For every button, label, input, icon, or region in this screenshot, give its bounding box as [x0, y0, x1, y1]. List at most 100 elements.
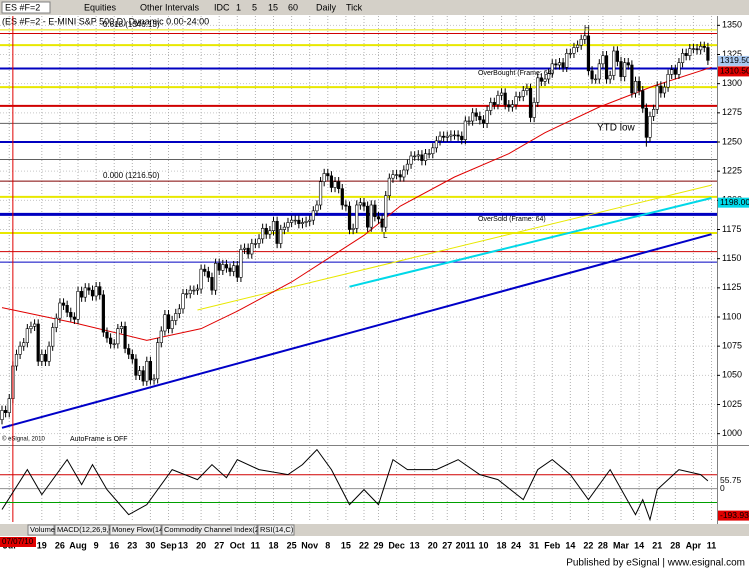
annotation: OverSold (Frame: 64)	[478, 216, 546, 223]
candle-body	[373, 204, 377, 217]
candle-body	[366, 205, 370, 228]
toolbar-item[interactable]: Other Intervals	[140, 2, 200, 12]
level-label: 0.618 (1346.13)	[103, 20, 160, 29]
candle-body	[40, 354, 44, 362]
toolbar-item[interactable]: 1	[236, 2, 241, 12]
candle-body	[163, 314, 167, 332]
x-tick-label: 20	[196, 540, 206, 550]
candle-body	[232, 265, 236, 272]
candle-body	[644, 107, 648, 138]
toolbar-item[interactable]: 60	[288, 2, 298, 12]
candle-body	[289, 219, 294, 223]
candle-body	[318, 181, 323, 206]
candle-body	[174, 313, 178, 321]
candle-body	[456, 134, 460, 137]
indicator-tab-label[interactable]: Volume	[30, 525, 55, 534]
cci-marker-label: 55.75	[720, 475, 742, 485]
candle-body	[431, 147, 435, 154]
y-tick-label: 1325	[722, 49, 742, 59]
candle-body	[119, 326, 124, 329]
candle-body	[543, 78, 547, 82]
toolbar-item[interactable]: Tick	[346, 2, 363, 12]
indicator-tab[interactable]	[54, 524, 110, 536]
footer-bar	[0, 556, 749, 570]
indicator-tab[interactable]	[27, 524, 55, 536]
candle-body	[510, 104, 515, 108]
indicator-tab[interactable]	[109, 524, 162, 536]
toolbar-item[interactable]: IDC	[214, 2, 230, 12]
candle-body	[575, 44, 580, 48]
candle-body	[691, 48, 696, 50]
candle-body	[105, 331, 109, 339]
indicator-tab-label[interactable]: Money Flow(14)	[112, 525, 166, 534]
candle-body	[54, 317, 58, 328]
indicator-tab[interactable]	[257, 524, 295, 536]
candle-body	[489, 102, 493, 111]
candle-body	[633, 81, 638, 94]
candle-body	[434, 140, 439, 149]
candle-body	[699, 46, 703, 51]
y-tick-label: 1050	[722, 370, 742, 380]
candle-body	[619, 61, 623, 77]
moving-average	[1, 66, 712, 341]
date-axis	[0, 536, 749, 556]
candle-body	[228, 267, 232, 272]
candle-body	[525, 88, 529, 91]
candle-body	[199, 268, 203, 290]
candle-body	[109, 337, 113, 345]
x-tick-label: 19	[37, 540, 47, 550]
x-tick-label: Aug	[69, 540, 87, 550]
candle-body	[315, 204, 319, 212]
candle-body	[166, 314, 171, 329]
candle-body	[246, 247, 250, 255]
candle-body	[112, 343, 116, 345]
candle-body	[83, 287, 87, 298]
candle-body	[384, 195, 388, 228]
candle-body	[362, 202, 366, 207]
toolbar-item[interactable]: 5	[252, 2, 257, 12]
toolbar	[0, 0, 749, 15]
x-tick-label: 31	[529, 540, 539, 550]
y-tick-label: 1275	[722, 107, 742, 117]
price-marker-label: 1198.00	[720, 197, 749, 207]
x-tick-label: 11	[707, 540, 717, 550]
symbol[interactable]: ES #F=2	[5, 2, 40, 12]
x-tick-label: 26	[55, 540, 65, 550]
trendline	[349, 197, 712, 288]
toolbar-item[interactable]: Daily	[316, 2, 337, 12]
indicator-tab-label[interactable]: Commodity Channel Index(23,C)	[164, 525, 274, 534]
x-tick-label: 27	[442, 540, 452, 550]
candle-body	[586, 35, 591, 72]
x-tick-label: 11	[251, 540, 261, 550]
candle-body	[337, 181, 341, 189]
candle-body	[90, 289, 95, 297]
candle-body	[271, 221, 276, 231]
candle-body	[369, 204, 373, 228]
x-tick-label: 9	[94, 540, 99, 550]
toolbar-item[interactable]: Equities	[84, 2, 117, 12]
x-tick-label: 15	[341, 540, 351, 550]
indicator-tab-label[interactable]: RSI(14,C)	[260, 525, 294, 534]
candle-body	[648, 116, 652, 138]
candle-body	[203, 268, 207, 272]
toolbar-item[interactable]: 15	[268, 2, 278, 12]
candle-body	[561, 62, 565, 68]
candle-body	[311, 210, 315, 221]
candle-body	[565, 53, 569, 68]
candle-body	[478, 116, 482, 121]
cci-marker-label: 0	[720, 483, 725, 493]
candle-body	[22, 342, 26, 347]
indicator-tab[interactable]	[161, 524, 258, 536]
cursor-label: 07/07/10	[2, 537, 34, 546]
candle-body	[137, 370, 142, 376]
annotation: YTD low	[597, 123, 636, 134]
candle-body	[532, 102, 536, 118]
indicator-tab-label[interactable]: MACD(12,26,9,C)	[57, 525, 117, 534]
candle-body	[460, 135, 464, 140]
x-tick-label: 16	[109, 540, 119, 550]
footer: Published by eSignal | www.esignal.com	[566, 558, 745, 569]
candle-body	[25, 328, 29, 343]
candle-body	[670, 69, 674, 75]
candle-body	[659, 85, 663, 94]
symbol-box[interactable]	[1, 1, 51, 14]
